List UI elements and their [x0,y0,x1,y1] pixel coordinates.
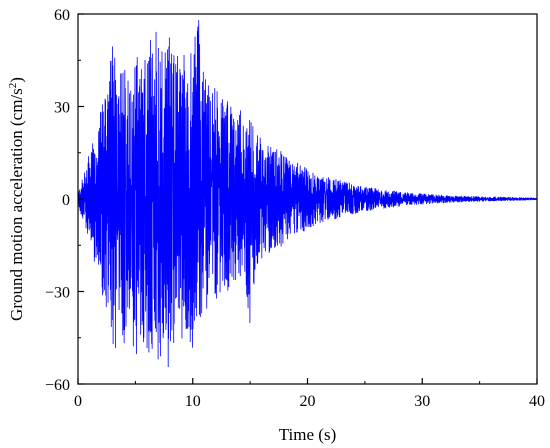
y-tick-label: 30 [54,100,70,117]
y-tick-label: 60 [54,7,70,24]
x-tick-label: 40 [529,393,545,410]
plot-area [78,20,537,367]
axis-ticks: 0 10 20 30 40 −60 −30 0 30 60 [45,7,545,410]
y-tick-label: −30 [45,285,70,302]
y-axis-label-tail: ) [7,77,26,83]
y-axis-label-main: Ground motion acceleration (cm/s [7,88,26,321]
x-tick-label: 20 [300,393,316,410]
y-axis-label-superscript: 2 [7,83,19,89]
x-axis-label: Time (s) [279,425,336,444]
y-tick-label: −60 [45,377,70,394]
x-tick-label: 10 [185,393,201,410]
y-tick-label: 0 [62,192,70,209]
x-tick-label: 30 [414,393,430,410]
x-tick-label: 0 [74,393,82,410]
acceleration-series-line [78,20,537,367]
y-axis-label: Ground motion acceleration (cm/s2) [7,77,26,321]
